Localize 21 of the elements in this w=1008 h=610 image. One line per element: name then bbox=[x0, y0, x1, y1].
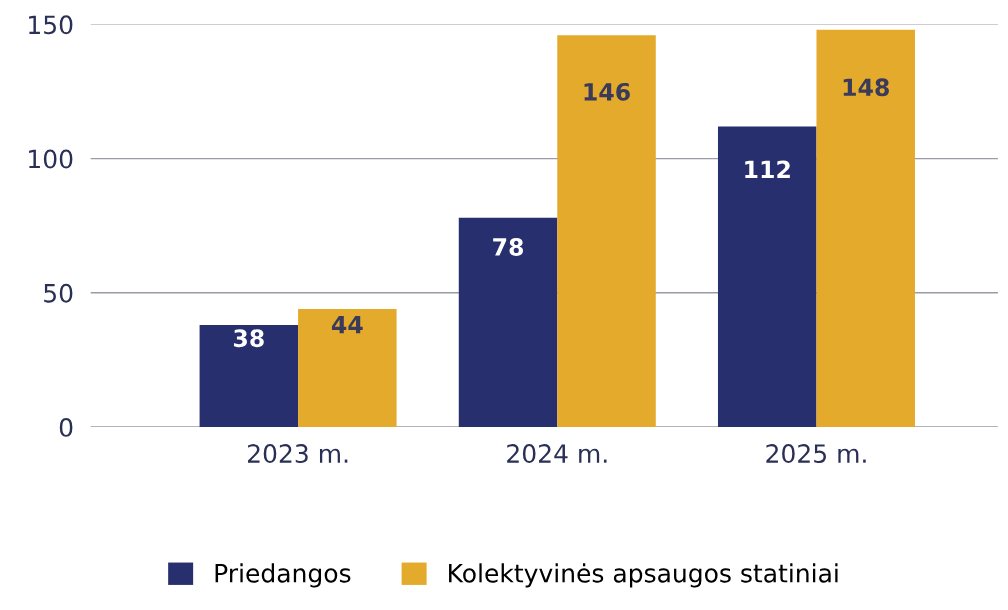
data-label: 112 bbox=[745, 160, 790, 178]
legend-label: Kolektyvinės apsaugos statiniai bbox=[449, 563, 838, 588]
data-label: 146 bbox=[584, 82, 630, 101]
bar bbox=[816, 29, 915, 427]
y-tick-label: 50 bbox=[44, 283, 73, 303]
x-tick-label: 2024 m. bbox=[507, 444, 607, 464]
y-tick-label: 0 bbox=[59, 417, 73, 437]
bar bbox=[298, 308, 397, 427]
data-label: 38 bbox=[233, 329, 264, 348]
bar bbox=[717, 126, 817, 427]
bar bbox=[458, 217, 558, 427]
data-label: 78 bbox=[493, 238, 523, 256]
bar bbox=[199, 325, 299, 427]
bar bbox=[557, 35, 656, 427]
data-label: 148 bbox=[843, 78, 889, 97]
data-label: 44 bbox=[331, 315, 363, 334]
x-tick-label: 2025 m. bbox=[766, 444, 866, 464]
y-tick-label: 150 bbox=[29, 15, 73, 35]
legend-label: Priedangos bbox=[215, 563, 351, 588]
x-tick-label: 2023 m. bbox=[247, 444, 348, 464]
y-tick-label: 100 bbox=[29, 149, 73, 169]
